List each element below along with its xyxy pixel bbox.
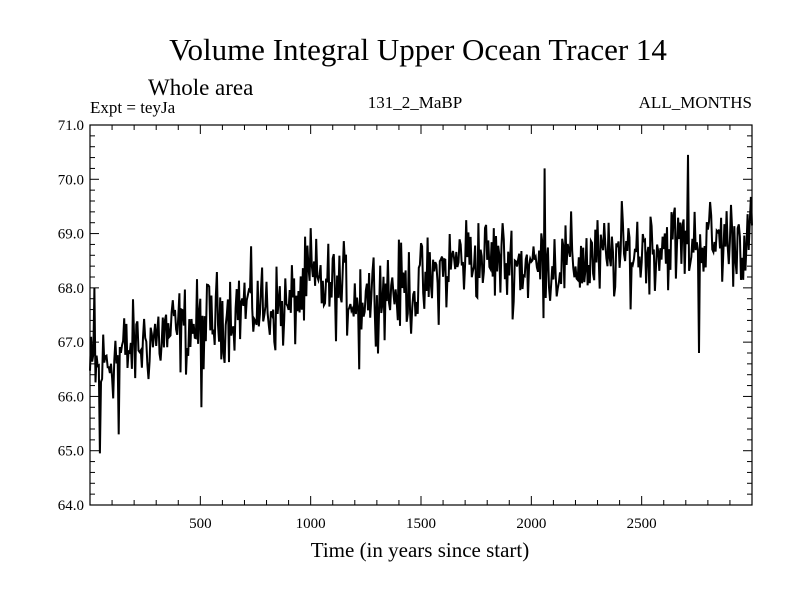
plot-area-frame (89, 124, 753, 506)
x-axis-label: Time (in years since start) (311, 538, 530, 562)
experiment-label: Expt = teyJa (90, 98, 176, 117)
y-tick-label: 65.0 (58, 444, 84, 460)
y-tick-label: 71.0 (58, 118, 84, 134)
x-tick-label: 2500 (627, 516, 657, 532)
chart-subtitle: Whole area (148, 75, 253, 100)
season-label: ALL_MONTHS (639, 93, 752, 112)
y-tick-label: 70.0 (58, 172, 84, 188)
x-tick-label: 1000 (296, 516, 326, 532)
x-tick-label: 2000 (516, 516, 546, 532)
chart-title: Volume Integral Upper Ocean Tracer 14 (169, 32, 667, 67)
y-tick-label: 66.0 (58, 389, 84, 405)
x-axis-ticks: 500 1000 1500 2000 2500 (189, 125, 657, 532)
series-group (89, 154, 753, 454)
y-tick-label: 64.0 (58, 498, 84, 514)
series-line (89, 154, 753, 454)
y-tick-label: 67.0 (58, 335, 84, 351)
minor-ticks (90, 125, 752, 505)
run-label: 131_2_MaBP (368, 93, 462, 112)
y-axis-ticks: 64.0 65.0 66.0 67.0 68.0 69.0 70.0 71.0 (58, 118, 752, 514)
y-tick-label: 69.0 (58, 227, 84, 243)
x-tick-label: 1500 (406, 516, 436, 532)
x-tick-label: 500 (189, 516, 212, 532)
y-tick-label: 68.0 (58, 281, 84, 297)
